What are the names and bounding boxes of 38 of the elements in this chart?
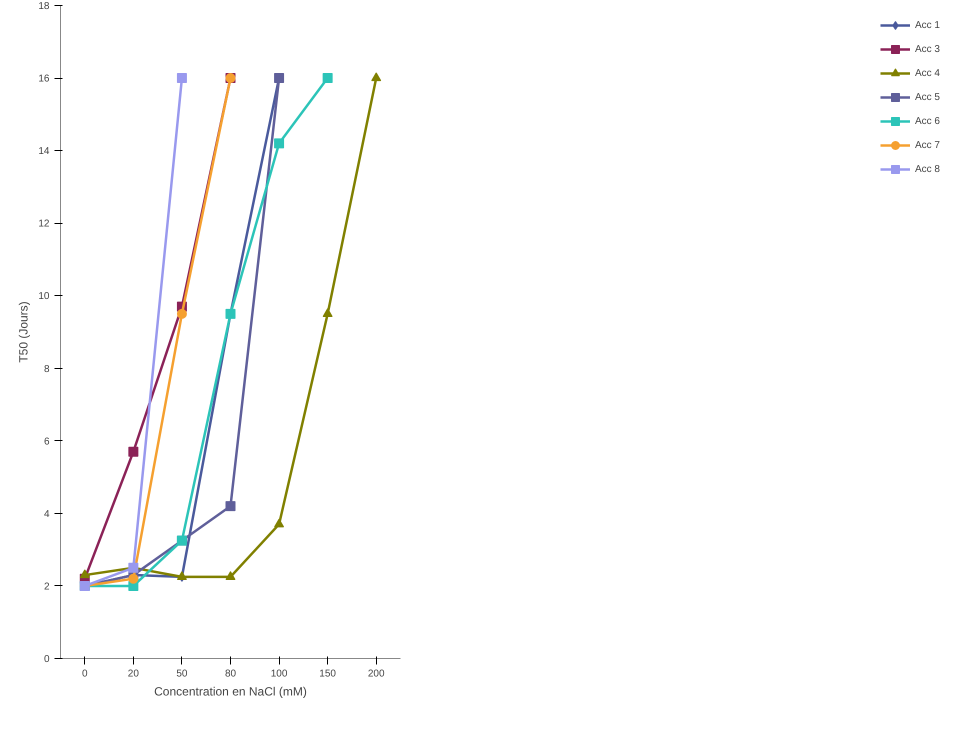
legend-label: Acc 8 (914, 164, 940, 174)
y-tick-label: 0 (44, 654, 50, 665)
legend-label: Acc 1 (914, 20, 940, 30)
legend-label: Acc 4 (914, 68, 940, 78)
point (176, 73, 187, 84)
point (322, 308, 333, 317)
x-tick-label: 0 (82, 668, 88, 680)
x-tick-label: 20 (128, 668, 140, 680)
point (322, 73, 333, 84)
y-tick-label: 18 (38, 1, 50, 12)
x-axis-title: Concentration en NaCl (mM) (154, 684, 307, 698)
point (80, 569, 90, 578)
legend-label: Acc 6 (914, 116, 940, 126)
point (274, 138, 284, 148)
legend-label: Acc 3 (914, 44, 940, 54)
legend-label: Acc 7 (914, 140, 940, 150)
point (371, 72, 382, 82)
point (226, 501, 236, 512)
point (176, 308, 187, 319)
y-tick-label: 12 (38, 218, 50, 230)
x-tick-label: 50 (176, 668, 188, 680)
y-tick-label: 8 (44, 364, 50, 375)
point (128, 446, 138, 457)
x-tick-label: 100 (270, 668, 288, 680)
point (128, 574, 138, 584)
y-tick-label: 4 (44, 508, 50, 520)
y-tick-label: 14 (38, 146, 50, 158)
y-axis-title: T50 (Jours) (16, 301, 30, 363)
y-tick-label: 10 (38, 291, 50, 302)
y-tick-label: 16 (38, 74, 50, 85)
x-tick-label: 200 (368, 668, 385, 680)
x-tick-label: 150 (319, 668, 336, 680)
legend-label: Acc 5 (914, 92, 940, 102)
y-tick-label: 2 (44, 581, 50, 592)
x-tick-label: 80 (224, 668, 236, 680)
point (226, 571, 236, 580)
point (274, 518, 284, 528)
y-tick-label: 6 (44, 436, 50, 448)
